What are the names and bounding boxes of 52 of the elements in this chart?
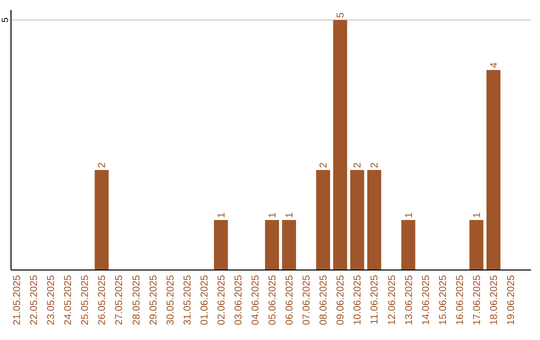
x-tick-label: 18.06.2025 (488, 274, 500, 326)
data-label: 2 (97, 162, 108, 168)
data-label: 2 (370, 162, 381, 168)
bar (401, 220, 416, 270)
x-tick-label: 04.06.2025 (250, 274, 262, 326)
x-tick-label: 01.06.2025 (199, 274, 210, 326)
x-tick-label: 21.05.2025 (12, 274, 24, 326)
bar (333, 20, 348, 270)
x-tick-label: 27.05.2025 (114, 274, 126, 326)
data-label: 1 (472, 212, 483, 218)
x-tick-label: 30.05.2025 (165, 274, 176, 326)
x-tick-label: 08.06.2025 (318, 274, 330, 326)
bar (486, 70, 500, 270)
x-tick-label: 31.05.2025 (182, 274, 194, 326)
x-tick-label: 03.06.2025 (233, 274, 244, 326)
x-tick-label: 29.05.2025 (148, 274, 160, 326)
x-tick-label: 05.06.2025 (268, 274, 279, 326)
bar (214, 220, 228, 270)
x-tick-label: 17.06.2025 (472, 274, 483, 326)
x-tick-label: 14.06.2025 (420, 274, 432, 326)
data-label: 1 (216, 212, 228, 218)
data-label: 1 (268, 212, 279, 218)
data-label: 5 (336, 12, 347, 18)
bar (350, 170, 364, 270)
x-tick-label: 16.06.2025 (454, 274, 466, 326)
bar (316, 170, 330, 270)
bar (282, 220, 296, 270)
x-tick-label: 07.06.2025 (302, 274, 313, 326)
x-tick-label: 06.06.2025 (284, 274, 296, 326)
x-tick-label: 25.05.2025 (80, 274, 92, 326)
bar (469, 220, 484, 270)
x-tick-label: 09.06.2025 (336, 274, 347, 326)
x-tick-label: 28.05.2025 (131, 274, 142, 326)
x-tick-label: 02.06.2025 (216, 274, 228, 326)
bar (367, 170, 382, 270)
x-tick-label: 10.06.2025 (352, 274, 364, 326)
bar (94, 170, 109, 270)
x-tick-label: 19.06.2025 (506, 274, 517, 326)
x-tick-label: 13.06.2025 (404, 274, 415, 326)
x-tick-label: 23.05.2025 (46, 274, 58, 326)
data-label: 2 (352, 162, 364, 168)
x-tick-label: 26.05.2025 (97, 274, 108, 326)
data-label: 4 (488, 62, 500, 68)
x-tick-label: 15.06.2025 (438, 274, 449, 326)
data-label: 1 (404, 212, 415, 218)
x-tick-label: 22.05.2025 (29, 274, 40, 326)
data-label: 2 (318, 162, 330, 168)
bar (265, 220, 279, 270)
x-tick-label: 12.06.2025 (386, 274, 398, 326)
x-tick-label: 11.06.2025 (370, 274, 381, 324)
data-label: 1 (284, 212, 296, 218)
x-tick-label: 24.05.2025 (63, 274, 74, 326)
